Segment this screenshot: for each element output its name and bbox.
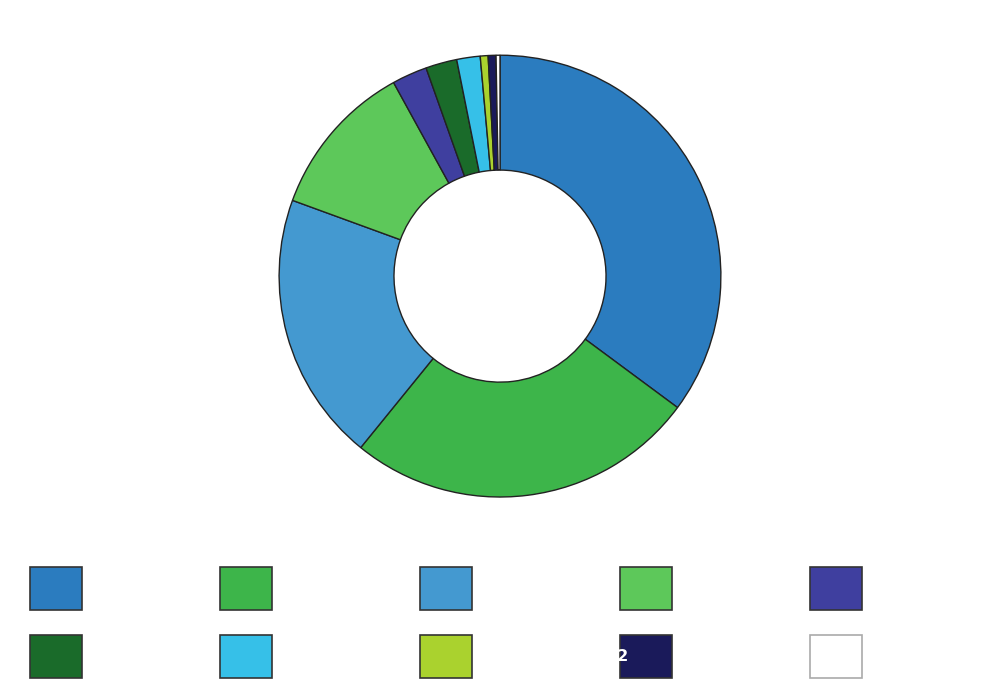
Text: PODEMOS - 69: PODEMOS - 69 <box>485 581 616 596</box>
Wedge shape <box>394 68 465 183</box>
Wedge shape <box>279 200 433 447</box>
Text: PSOE - 90: PSOE - 90 <box>285 581 373 596</box>
Wedge shape <box>426 60 479 176</box>
Wedge shape <box>488 56 498 170</box>
Wedge shape <box>480 56 494 171</box>
Text: EH BILDU - 2: EH BILDU - 2 <box>685 649 799 664</box>
Text: DL - 8: DL - 8 <box>95 649 148 664</box>
Wedge shape <box>293 82 449 239</box>
Bar <box>30 635 82 678</box>
Bar <box>220 635 272 678</box>
Wedge shape <box>496 55 500 170</box>
Bar <box>810 567 862 610</box>
Text: ERC-CATSI - 9: ERC-CATSI - 9 <box>875 581 997 596</box>
Bar <box>620 635 672 678</box>
Bar <box>220 567 272 610</box>
Text: PNV - 6: PNV - 6 <box>285 649 352 664</box>
Text: CCA-PNL - 1: CCA-PNL - 1 <box>875 649 982 664</box>
Text: C'S - 40: C'S - 40 <box>685 581 753 596</box>
Wedge shape <box>500 55 721 407</box>
Text: UNIDAD POP - 2: UNIDAD POP - 2 <box>485 649 628 664</box>
Text: PP - 123: PP - 123 <box>95 581 170 596</box>
Bar <box>30 567 82 610</box>
Wedge shape <box>361 339 678 497</box>
Bar <box>420 567 472 610</box>
Bar <box>620 567 672 610</box>
Bar <box>810 635 862 678</box>
Wedge shape <box>457 56 490 172</box>
Bar <box>420 635 472 678</box>
